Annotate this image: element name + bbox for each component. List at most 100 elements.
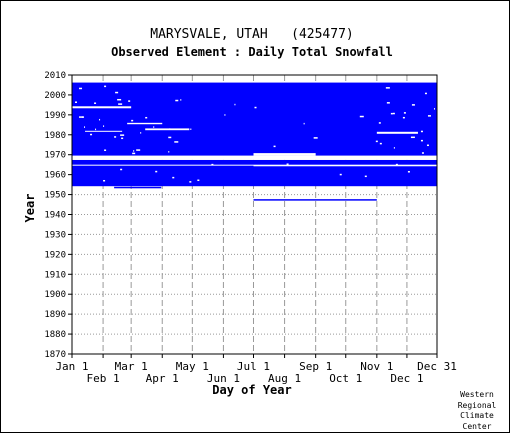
- missing-day: [234, 103, 236, 106]
- missing-day: [90, 133, 93, 136]
- missing-day: [403, 112, 406, 114]
- missing-day: [104, 149, 107, 151]
- missing-day: [128, 100, 131, 102]
- missing-day: [410, 136, 415, 139]
- missing-day: [433, 108, 435, 110]
- missing-day: [426, 144, 429, 147]
- missing-gap: [72, 164, 437, 166]
- y-tick-label: 1870: [44, 350, 66, 360]
- x-tick-label: Nov 1: [360, 360, 393, 373]
- missing-day: [75, 101, 78, 103]
- y-tick-label: 1940: [44, 211, 66, 221]
- y-tick-label: 1970: [44, 151, 66, 161]
- x-tick-label: May 1: [176, 360, 209, 373]
- missing-day: [140, 132, 142, 134]
- observation-bar: [114, 186, 162, 189]
- y-tick-label: 1980: [44, 131, 66, 141]
- x-tick-label: Oct 1: [329, 372, 362, 385]
- missing-day-flecks: [75, 85, 435, 183]
- missing-day: [82, 116, 85, 118]
- missing-day: [402, 116, 405, 119]
- x-tick-label: Jan 1: [55, 360, 88, 373]
- missing-day: [136, 149, 141, 151]
- x-axis-ticks: Jan 1 Mar 1 May 1 Jul 1 Sep 1 Nov 1 Dec 31 Feb …: [55, 354, 457, 385]
- x-tick-label: Jun 1: [207, 372, 240, 385]
- missing-day: [420, 130, 423, 133]
- missing-day: [339, 173, 342, 176]
- missing-day: [175, 99, 179, 102]
- missing-day: [303, 122, 305, 125]
- missing-gap: [72, 106, 132, 109]
- y-tick-label: 1910: [44, 270, 66, 280]
- missing-gap: [253, 165, 437, 167]
- missing-day: [121, 137, 124, 140]
- x-axis-label: Day of Year: [212, 383, 291, 397]
- missing-day: [411, 104, 415, 106]
- x-tick-label: Dec 1: [390, 372, 423, 385]
- missing-day: [120, 134, 125, 136]
- missing-day: [117, 98, 122, 101]
- missing-day: [427, 115, 431, 117]
- missing-day: [392, 112, 395, 115]
- y-tick-label: 1900: [44, 290, 66, 300]
- missing-day: [103, 179, 106, 182]
- missing-day: [359, 115, 364, 118]
- wrcc-credit: Western Regional Climate Center: [446, 390, 508, 432]
- observation-bar: [72, 82, 437, 156]
- missing-gap: [145, 128, 190, 131]
- missing-day: [169, 128, 171, 130]
- missing-day: [378, 122, 381, 124]
- y-tick-label: 1920: [44, 250, 66, 260]
- x-tick-label: Mar 1: [115, 360, 148, 373]
- missing-day: [386, 102, 390, 104]
- missing-day: [420, 139, 423, 142]
- missing-day: [114, 136, 117, 138]
- missing-day: [145, 116, 148, 119]
- missing-day: [385, 87, 390, 89]
- missing-day: [424, 92, 427, 95]
- missing-day: [153, 126, 155, 128]
- x-tick-label: Feb 1: [87, 372, 120, 385]
- y-tick-label: 1960: [44, 171, 66, 181]
- missing-day: [313, 137, 318, 139]
- missing-day: [379, 142, 382, 145]
- x-tick-label: Jul 1: [237, 360, 270, 373]
- x-tick-label: Sep 1: [299, 360, 332, 373]
- missing-day: [395, 163, 398, 166]
- y-tick-label: 1930: [44, 230, 66, 240]
- x-tick-label: Dec 31: [417, 360, 457, 373]
- chart-subtitle: Observed Element : Daily Total Snowfall: [111, 45, 393, 59]
- y-tick-label: 1950: [44, 191, 66, 201]
- missing-day: [115, 91, 119, 94]
- missing-day: [189, 181, 192, 183]
- missing-gap: [72, 155, 437, 160]
- observation-bar: [72, 159, 437, 187]
- missing-day: [224, 114, 226, 116]
- missing-day: [190, 128, 192, 130]
- missing-day: [132, 152, 136, 155]
- missing-day: [211, 163, 214, 166]
- missing-day: [104, 85, 107, 88]
- missing-day: [407, 171, 410, 173]
- missing-gap: [85, 130, 123, 132]
- missing-day: [155, 170, 158, 173]
- missing-day: [273, 145, 276, 148]
- y-tick-label: 2000: [44, 91, 66, 101]
- missing-day: [286, 163, 289, 165]
- chart-title: MARYSVALE, UTAH (425477): [150, 27, 354, 42]
- missing-day: [79, 87, 83, 90]
- y-tick-label: 2010: [44, 71, 66, 81]
- missing-day: [120, 168, 123, 171]
- missing-day: [95, 128, 97, 131]
- missing-day: [172, 176, 175, 179]
- credit-line-3: Climate: [460, 411, 494, 420]
- missing-day: [197, 179, 200, 182]
- y-axis-label: Year: [23, 194, 37, 223]
- credit-line-2: Regional: [457, 400, 497, 410]
- missing-day: [421, 152, 424, 154]
- credit-line-1: Western: [460, 390, 494, 399]
- missing-day: [103, 125, 105, 127]
- missing-day: [118, 103, 123, 105]
- missing-gap: [253, 153, 316, 156]
